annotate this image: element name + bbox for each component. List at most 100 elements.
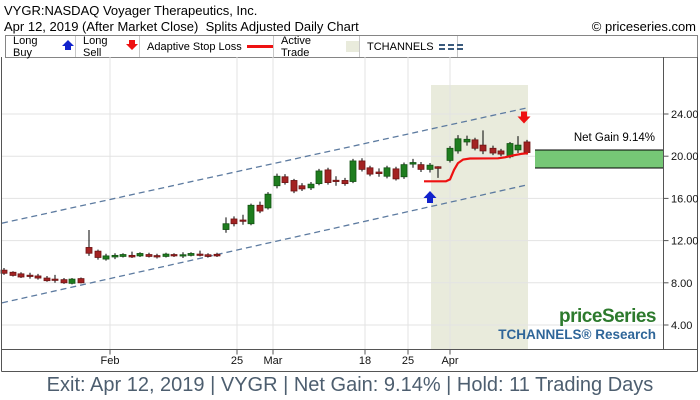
long-sell-arrow-icon [125,39,139,54]
y-axis-label: 8.00 [671,278,692,290]
candle-up [383,167,391,177]
candle-down [77,278,85,284]
candle-up [102,255,110,260]
active-trade-swatch-icon [346,41,359,52]
legend-item-adaptive-stop-loss: Adaptive Stop Loss [140,36,274,57]
active-trade-region [431,85,528,349]
candle-up [264,193,272,209]
candle-up [68,278,76,284]
candle-down [170,254,178,257]
candle-up [400,164,408,178]
legend-item-tchannels: TCHANNELS [360,36,463,57]
x-axis-label: 25 [231,355,243,367]
legend-label: Adaptive Stop Loss [147,40,242,53]
candle-up [162,253,170,257]
candle-down [34,275,42,279]
candle-down [204,254,212,257]
long-sell-signal-marker [517,111,531,124]
candle-down [358,160,366,170]
candle-up [187,253,195,256]
candle-down [471,139,479,149]
candle-up [454,138,462,152]
candle-up [426,164,434,170]
tchannels-dashes-icon [438,42,463,52]
candle-down [196,253,204,256]
candle-down [9,271,17,276]
candle-down [43,277,51,282]
candle-down [281,176,289,183]
candle-down [153,255,161,258]
x-axis-label: Mar [264,355,283,367]
candle-down [85,247,93,254]
chart-title: VYGR:NASDAQ Voyager Therapeutics, Inc. [4,3,258,18]
legend-item-long-sell: Long Sell [76,34,140,59]
candle-down [489,147,497,154]
candle-up [446,147,454,161]
legend-label: Long Buy [13,34,38,59]
candle-down [26,274,34,277]
candle-up [409,162,417,165]
candle-down [434,166,442,169]
candle-up [136,253,144,257]
candle-down [479,144,487,152]
x-axis-label: Apr [441,355,458,367]
candle-down [128,254,136,258]
candle-up [307,183,315,189]
candle-down [332,179,340,182]
candle-up [119,254,127,257]
copyright-text: © priceseries.com [591,19,696,34]
candle-up [349,160,357,182]
candle-down [392,168,400,180]
legend-item-active-trade: Active Trade [274,34,360,59]
candle-up [222,223,230,230]
legend-item-long-buy: Long Buy [6,34,76,59]
legend-label: TCHANNELS [367,40,434,53]
x-axis-label: 18 [359,355,371,367]
trade-summary-statusbar: Exit: Apr 12, 2019 | VYGR | Net Gain: 9.… [46,374,654,396]
candle-down [213,253,221,257]
y-axis-label: 20.00 [671,151,699,163]
candle-down [290,180,298,192]
candle-up [514,144,522,151]
legend-label: Active Trade [281,34,311,59]
y-axis-label: 16.00 [671,193,699,205]
candle-down [417,164,425,170]
net-gain-box [535,149,663,169]
candle-up [315,170,323,185]
legend-label: Long Sell [83,34,108,59]
candle-down [145,254,153,257]
candle-down [51,278,59,281]
stop-loss-line-icon [246,45,273,48]
x-axis-label: 25 [402,355,414,367]
candle-down [60,279,68,284]
net-gain-label: Net Gain 9.14% [573,132,655,144]
candle-down [94,250,102,258]
priceseries-logo: priceSeries [559,306,656,327]
tchannels-research-label: TCHANNELS® Research [498,326,656,342]
candle-down [298,185,306,190]
candle-down [324,169,332,183]
x-axis-label: Feb [101,355,120,367]
long-buy-arrow-icon [61,39,75,54]
candle-down [497,150,505,155]
candle-down [17,273,25,278]
candle-up [111,254,119,258]
candle-down [341,180,349,185]
legend-bar: Long Buy Long Sell Adaptive Stop Loss Ac… [5,34,698,59]
candle-down [239,219,247,222]
candle-up [273,175,281,187]
branding-block: priceSeries TCHANNELS® Research [498,306,656,342]
candle-down [366,167,374,175]
candle-down [230,218,238,225]
candle-up [179,254,187,257]
long-buy-signal-marker [423,191,437,203]
y-axis-label: 12.00 [671,236,699,248]
candle-up [247,204,255,225]
candle-down [256,204,264,212]
candle-up [463,138,471,143]
candle-down [375,171,383,175]
y-axis-label: 4.00 [671,320,692,332]
y-axis-label: 24.00 [671,109,699,121]
chart-subtitle: Apr 12, 2019 (After Market Close) Splits… [4,19,359,34]
